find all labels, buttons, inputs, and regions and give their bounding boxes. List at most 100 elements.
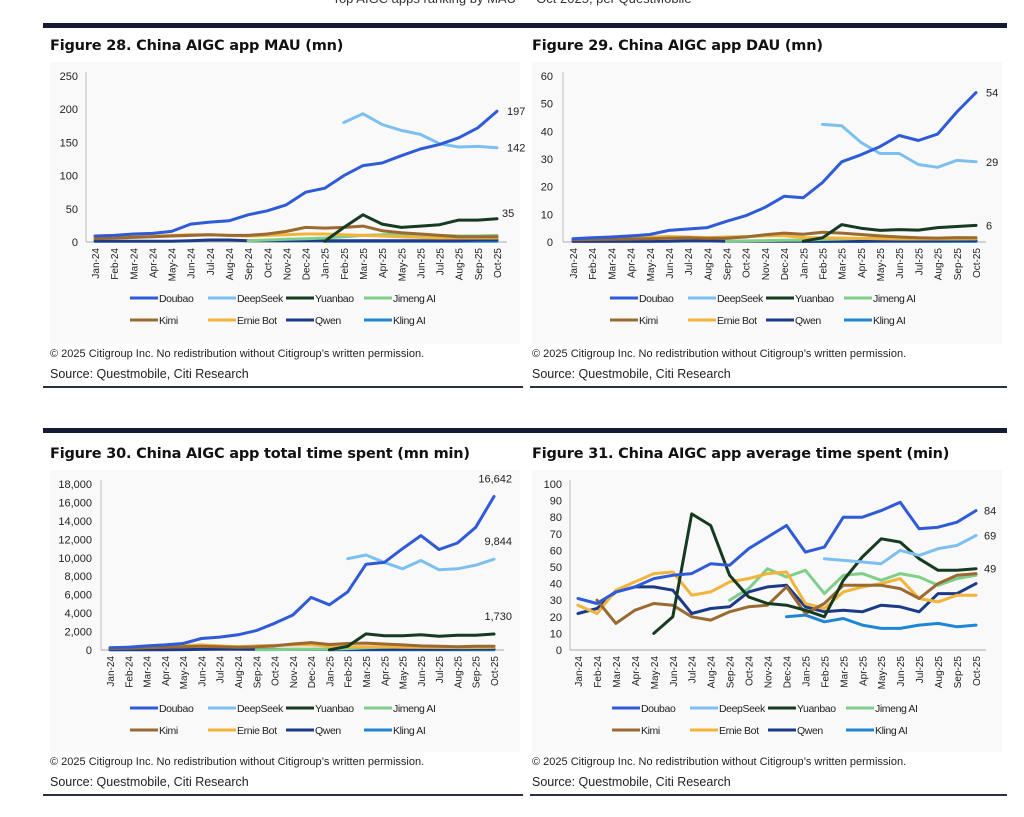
x-tick-label: Jul-24 <box>206 248 217 276</box>
legend-label: Yuanbao <box>797 703 836 715</box>
series-line-ernie-bot <box>576 570 978 615</box>
x-tick-label: Oct-25 <box>972 656 983 686</box>
x-tick-label: Jul-24 <box>216 656 227 684</box>
y-tick-label: 30 <box>550 595 562 607</box>
legend-item-jimeng-ai: Jimeng AI <box>846 703 918 715</box>
figure-29-title: Figure 29. China AIGC app DAU (mn) <box>532 38 823 54</box>
x-tick-label: Apr-25 <box>858 656 869 686</box>
x-tick-label: Jun-25 <box>417 656 428 687</box>
x-tick-label: May-24 <box>646 248 657 282</box>
legend-item-yuanbao: Yuanbao <box>768 703 837 715</box>
x-tick-label: Jun-24 <box>665 248 676 279</box>
x-tick-label: Feb-25 <box>820 656 831 688</box>
legend-item-ernie-bot: Ernie Bot <box>690 725 759 737</box>
series-line-doubao <box>576 500 978 605</box>
y-tick-label: 50 <box>550 562 562 574</box>
x-tick-label: Nov-24 <box>761 248 772 281</box>
series-line-deepseek <box>346 553 496 572</box>
legend-item-ernie-bot: Ernie Bot <box>688 315 757 327</box>
legend-item-deepseek: DeepSeek <box>208 703 284 715</box>
x-tick-label: Jul-25 <box>435 656 446 684</box>
legend-item-doubao: Doubao <box>130 293 194 305</box>
x-tick-label: Mar-25 <box>839 656 850 688</box>
legend-item-yuanbao: Yuanbao <box>766 293 835 305</box>
legend-item-doubao: Doubao <box>130 703 194 715</box>
x-tick-label: Feb-25 <box>340 248 351 280</box>
figure-29-source: Source: Questmobile, Citi Research <box>532 367 731 381</box>
x-tick-label: Mar-24 <box>607 248 618 280</box>
x-tick-label: Aug-24 <box>707 656 718 689</box>
legend-label: Ernie Bot <box>717 315 757 327</box>
series-line-yuanbao <box>323 213 499 243</box>
legend-item-deepseek: DeepSeek <box>208 293 284 305</box>
x-tick-label: Aug-25 <box>934 248 945 281</box>
x-tick-label: Mar-25 <box>362 656 373 688</box>
data-label-doubao: 84 <box>984 506 996 518</box>
y-tick-label: 10 <box>550 628 562 640</box>
figure-29-bottom-rule <box>530 386 1007 388</box>
y-tick-label: 6,000 <box>64 590 92 602</box>
fig28-plot: 0 50 100 150 200 250 Jan-24 Feb-24 Mar-24 Apr-24 M… <box>60 71 526 327</box>
legend-label: Ernie Bot <box>237 315 277 327</box>
legend-item-kimi: Kimi <box>612 725 660 737</box>
x-tick-label: Mar-24 <box>612 656 623 688</box>
legend-label: Qwen <box>315 315 341 327</box>
x-tick-label: Apr-24 <box>148 248 159 278</box>
x-tick-label: Nov-24 <box>289 656 300 689</box>
x-tick-label: Jul-25 <box>436 248 447 276</box>
figure-28-copyright: © 2025 Citigroup Inc. No redistribution … <box>50 348 425 360</box>
legend-label: Ernie Bot <box>719 725 759 737</box>
x-tick-label: Feb-24 <box>588 248 599 280</box>
legend-label: Ernie Bot <box>237 725 277 737</box>
x-tick-label: Sep-25 <box>953 656 964 689</box>
series-line-kimi <box>93 224 499 241</box>
legend-item-qwen: Qwen <box>768 725 824 737</box>
x-tick-label: May-25 <box>399 656 410 690</box>
x-tick-label: Oct-24 <box>263 248 274 278</box>
y-tick-label: 8,000 <box>64 571 92 583</box>
x-tick-label: Jan-24 <box>91 248 102 279</box>
series-line-yuanbao <box>801 223 978 243</box>
figure-28-title: Figure 28. China AIGC app MAU (mn) <box>50 38 344 54</box>
fig29-plot: 0 10 20 30 40 50 60 Jan-24 Feb-24 Mar-24 Apr-24 May… <box>541 71 999 327</box>
figure-31-copyright: © 2025 Citigroup Inc. No redistribution … <box>532 756 907 768</box>
legend-label: Doubao <box>639 293 674 305</box>
x-tick-label: Feb-24 <box>124 656 135 688</box>
series-line-doubao <box>571 91 978 241</box>
figure-31-bottom-rule <box>530 794 1007 796</box>
data-label-deepseek: 69 <box>984 530 996 542</box>
x-tick-label: Oct-24 <box>271 656 282 686</box>
y-tick-label: 40 <box>541 126 553 138</box>
legend-label: Doubao <box>159 293 194 305</box>
legend-item-jimeng-ai: Jimeng AI <box>844 293 916 305</box>
x-tick-label: Apr-25 <box>380 656 391 686</box>
y-tick-label: 18,000 <box>58 479 92 491</box>
x-tick-label: May-24 <box>168 248 179 282</box>
legend-item-qwen: Qwen <box>286 725 342 737</box>
series-line-deepseek <box>822 534 978 566</box>
y-tick-label: 100 <box>544 479 562 491</box>
figure-28-bottom-rule <box>43 386 523 388</box>
x-tick-label: Oct-25 <box>490 656 501 686</box>
legend-label: Yuanbao <box>315 293 354 305</box>
x-tick-label: Apr-25 <box>857 248 868 278</box>
legend-label: DeepSeek <box>719 703 766 715</box>
legend-label: Yuanbao <box>315 703 354 715</box>
data-label-yuanbao: 6 <box>986 220 992 232</box>
x-tick-label: Jun-25 <box>896 656 907 687</box>
series-line-doubao <box>93 109 499 238</box>
legend-item-ernie-bot: Ernie Bot <box>208 315 277 327</box>
legend-label: Jimeng AI <box>393 293 436 305</box>
x-tick-label: Aug-24 <box>234 656 245 689</box>
section-rule-top <box>43 23 1007 28</box>
legend-label: DeepSeek <box>237 703 284 715</box>
series-line-yuanbao <box>652 512 978 635</box>
legend-label: Jimeng AI <box>875 703 918 715</box>
legend-label: Qwen <box>795 315 821 327</box>
figure-30-copyright: © 2025 Citigroup Inc. No redistribution … <box>50 756 425 768</box>
y-tick-label: 0 <box>547 237 553 249</box>
x-tick-label: Oct-25 <box>493 248 504 278</box>
series-line-kling-ai <box>785 613 978 630</box>
x-tick-label: Jan-24 <box>106 656 117 687</box>
legend-label: Kimi <box>639 315 658 327</box>
